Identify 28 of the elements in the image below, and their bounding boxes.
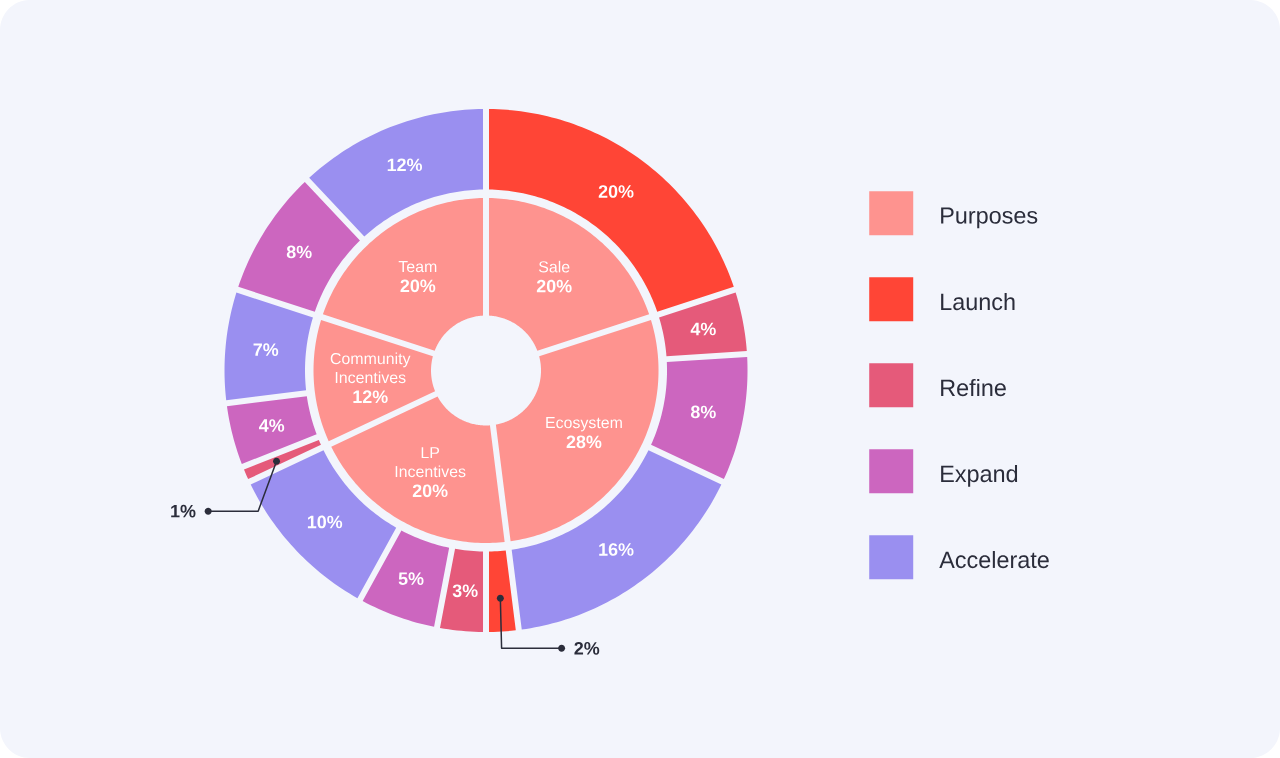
data-label: 1% bbox=[171, 504, 196, 518]
data-label: 20% bbox=[400, 279, 436, 293]
slice-label: Team bbox=[398, 261, 437, 273]
data-label: 12% bbox=[387, 158, 423, 172]
slice-label: Community Incentives bbox=[330, 352, 411, 384]
data-label: 8% bbox=[690, 405, 716, 419]
data-label: 8% bbox=[286, 245, 312, 259]
data-label: 20% bbox=[598, 185, 634, 198]
data-label: 20% bbox=[412, 484, 448, 498]
legend-label: Refine bbox=[941, 378, 1006, 397]
slice-label: Ecosystem bbox=[546, 417, 622, 432]
legend-label: Accelerate bbox=[939, 550, 1049, 569]
slice-label: LP Incentives bbox=[395, 447, 466, 478]
data-label: 20% bbox=[536, 279, 572, 293]
legend-label: Launch bbox=[941, 292, 1015, 311]
data-label: 2% bbox=[574, 641, 600, 655]
data-label: 4% bbox=[690, 322, 716, 336]
data-label: 3% bbox=[452, 584, 478, 598]
data-label: 10% bbox=[307, 515, 343, 529]
data-label: 5% bbox=[398, 572, 424, 585]
data-label: 28% bbox=[566, 435, 602, 449]
data-label: 12% bbox=[353, 390, 388, 404]
data-label: 4% bbox=[259, 419, 285, 432]
slice-label: Sale bbox=[538, 260, 570, 273]
data-label: 7% bbox=[253, 343, 279, 356]
legend-label: Purposes bbox=[941, 207, 1038, 229]
data-label: 16% bbox=[599, 543, 634, 556]
legend-label: Expand bbox=[941, 464, 1018, 487]
